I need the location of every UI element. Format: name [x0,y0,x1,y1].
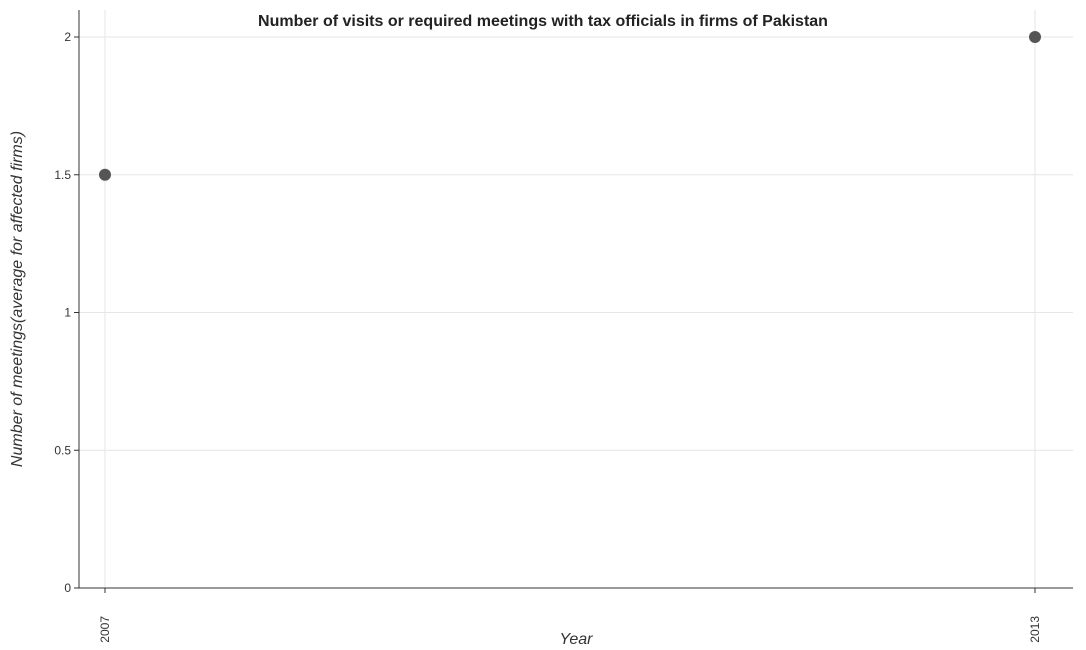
y-tick-label: 0.5 [54,443,71,457]
tick-labels: 0 0.5 1 1.5 2 2007 2013 [54,30,1042,643]
data-point [1029,31,1041,43]
data-points [99,31,1041,181]
y-tick-label: 1 [64,306,71,320]
x-tick-label: 2007 [98,616,112,643]
data-point [99,168,111,181]
y-tick-label: 0 [64,581,71,595]
axes [74,10,1073,593]
chart-title: Number of visits or required meetings wi… [258,13,828,30]
gridlines [79,10,1073,588]
y-tick-label: 1.5 [54,168,71,182]
y-tick-label: 2 [64,30,71,44]
x-tick-label: 2013 [1028,616,1042,643]
x-axis-label: Year [560,631,594,648]
y-axis-label: Number of meetings(average for affected … [9,131,26,467]
